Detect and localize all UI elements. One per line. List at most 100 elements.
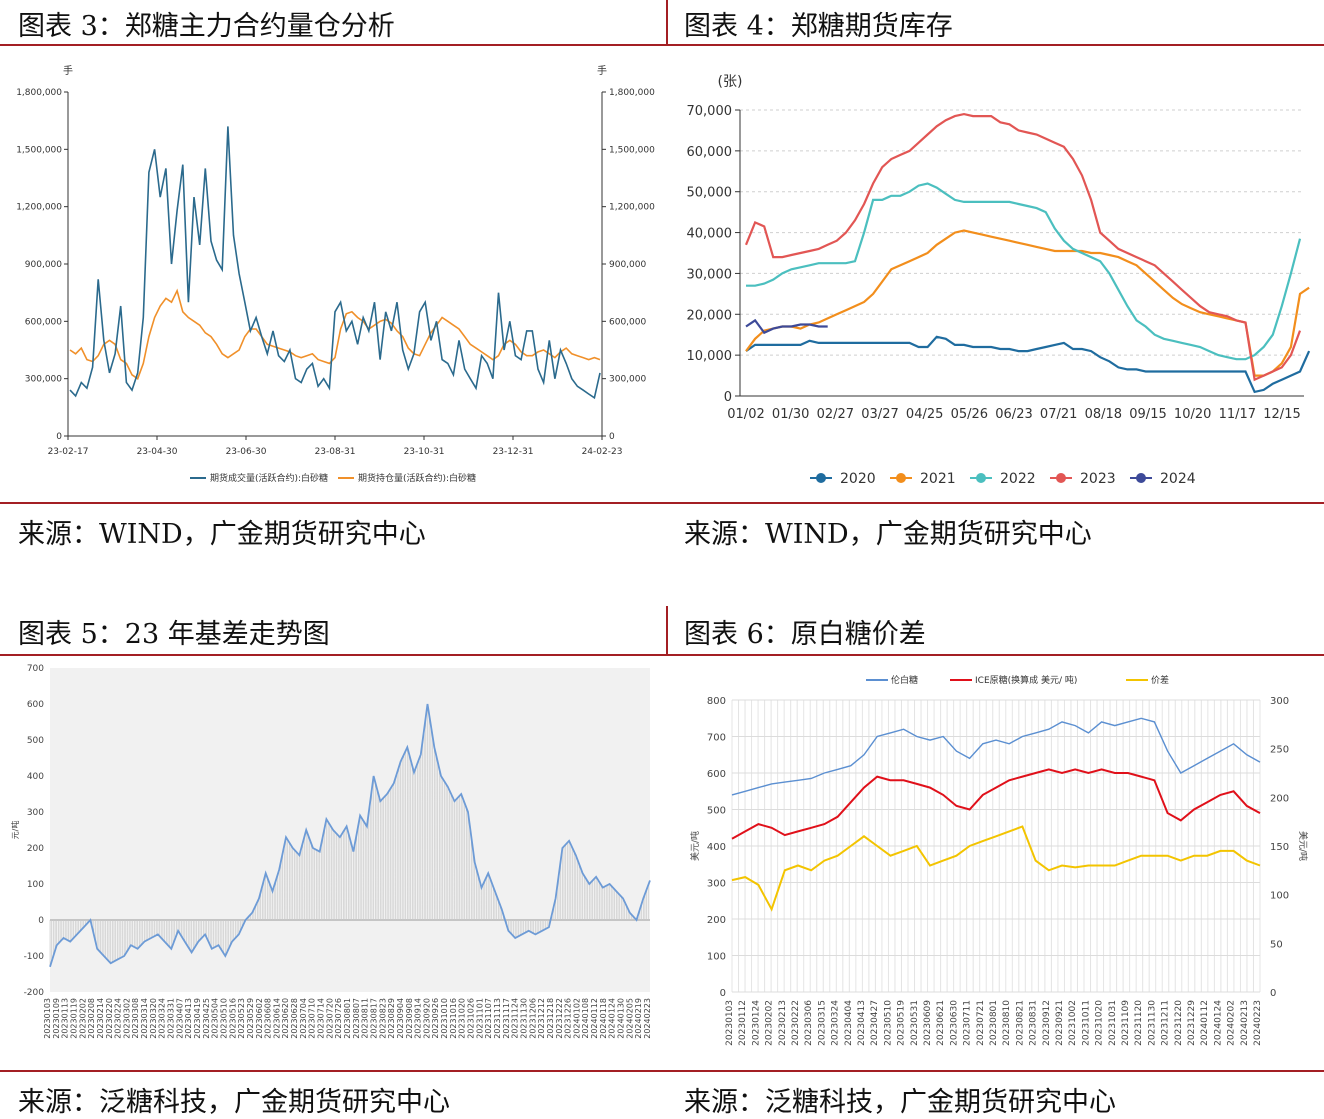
x-tick-label: 20231120 (1134, 1000, 1144, 1046)
x-tick-label: 20230721 (976, 1000, 986, 1046)
x-tick-label: 23-08-31 (315, 447, 356, 457)
y-tick-label: 700 (27, 664, 44, 674)
x-tick-label: 20240124 (1213, 1000, 1223, 1046)
x-tick-label: 20230213 (778, 1000, 788, 1046)
legend-marker (1136, 473, 1146, 483)
y-tick-label: 60,000 (687, 145, 733, 160)
x-tick-label: 20240124 (608, 998, 617, 1039)
y-tick-label: 10,000 (687, 349, 733, 364)
x-tick-label: 20240205 (625, 998, 634, 1039)
x-tick-label: 11/17 (1219, 407, 1256, 422)
right-tick-label: 50 (1270, 939, 1283, 950)
x-tick-label: 20230413 (857, 1000, 867, 1046)
center-divider-top (666, 0, 668, 46)
x-tick-label: 20230920 (422, 998, 431, 1039)
y-tick-label: 600 (27, 700, 44, 710)
x-tick-label: 20230103 (43, 998, 52, 1039)
x-tick-label: 20230425 (202, 998, 211, 1039)
x-tick-label: 20231026 (467, 998, 476, 1039)
left-tick-label: 300 (707, 879, 726, 890)
left-tick-label: 500 (707, 806, 726, 817)
x-tick-label: 20230801 (989, 1000, 999, 1046)
x-tick-label: 20230510 (220, 998, 229, 1039)
x-tick-label: 20240118 (599, 998, 608, 1039)
legend-marker (896, 473, 906, 483)
left-tick-label: 600,000 (25, 317, 62, 327)
y-unit: (张) (718, 74, 743, 90)
x-tick-label: 20230315 (817, 1000, 827, 1046)
x-tick-label: 20230620 (281, 998, 290, 1039)
left-tick-label: 0 (720, 988, 726, 999)
center-divider-bottom (666, 606, 668, 654)
x-tick-label: 20230113 (61, 998, 70, 1039)
x-tick-label: 20230914 (414, 998, 423, 1039)
x-tick-label: 20230831 (1029, 1000, 1039, 1046)
x-tick-label: 20230908 (405, 998, 414, 1039)
x-tick-label: 20230807 (352, 998, 361, 1039)
y-tick-label: 400 (27, 772, 44, 782)
x-tick-label: 20230801 (343, 998, 352, 1039)
x-tick-label: 20230308 (131, 998, 140, 1039)
x-tick-label: 08/18 (1085, 407, 1122, 422)
legend-label: 2024 (1160, 471, 1196, 487)
right-tick-label: 1,200,000 (609, 203, 655, 213)
x-tick-label: 06/23 (995, 407, 1032, 422)
x-tick-label: 20230112 (738, 1000, 748, 1046)
x-tick-label: 04/25 (906, 407, 943, 422)
x-tick-label: 20231229 (1187, 1000, 1197, 1046)
x-tick-label: 20230119 (70, 998, 79, 1039)
x-tick-label: 20240202 (1227, 1000, 1237, 1046)
series-line (732, 718, 1260, 795)
x-tick-label: 20230510 (883, 1000, 893, 1046)
x-tick-label: 20230324 (158, 998, 167, 1039)
x-tick-label: 20230109 (52, 998, 61, 1039)
x-tick-label: 20231020 (458, 998, 467, 1039)
legend-label: 2020 (840, 471, 876, 487)
x-tick-label: 20230630 (949, 1000, 959, 1046)
x-tick-label: 20240130 (617, 998, 626, 1039)
legend-label: ICE原糖(换算成 美元/ 吨) (975, 674, 1077, 686)
x-tick-label: 20240219 (634, 998, 643, 1039)
x-tick-label: 20231130 (520, 998, 529, 1039)
left-tick-label: 400 (707, 842, 726, 853)
x-tick-label: 20231117 (502, 998, 511, 1039)
y-tick-label: 20,000 (687, 308, 733, 323)
x-tick-label: 20230817 (370, 998, 379, 1039)
x-tick-label: 20230529 (246, 998, 255, 1039)
x-tick-label: 20231218 (546, 998, 555, 1039)
y-tick-label: -100 (24, 952, 45, 962)
left-tick-label: 300,000 (25, 375, 62, 385)
y-tick-label: 100 (27, 880, 44, 890)
x-tick-label: 20230926 (431, 998, 440, 1039)
x-tick-label: 20230519 (897, 1000, 907, 1046)
y-tick-label: 30,000 (687, 267, 733, 282)
x-tick-label: 24-02-23 (582, 447, 623, 457)
x-tick-label: 20230302 (122, 998, 131, 1039)
x-tick-label: 20230427 (870, 1000, 880, 1046)
x-tick-label: 20230103 (725, 1000, 735, 1046)
x-tick-label: 20230214 (96, 998, 105, 1039)
rule-bottom (0, 1070, 1324, 1072)
right-tick-label: 0 (609, 432, 615, 442)
x-tick-label: 20231226 (564, 998, 573, 1039)
x-tick-label: 20230904 (396, 998, 405, 1039)
rule-mid-1 (0, 502, 1324, 504)
series-line-2023 (746, 114, 1300, 380)
left-unit: 手 (63, 64, 73, 77)
x-tick-label: 07/21 (1040, 407, 1077, 422)
legend-marker (1056, 473, 1066, 483)
right-tick-label: 300,000 (609, 375, 646, 385)
legend-label: 伦白糖 (891, 674, 918, 686)
right-tick-label: 100 (1270, 891, 1289, 902)
left-unit: 美元/吨 (689, 831, 701, 861)
x-tick-label: 23-12-31 (493, 447, 534, 457)
x-tick-label: 20230726 (334, 998, 343, 1039)
series-line-2022 (746, 184, 1300, 360)
x-tick-label: 03/27 (861, 407, 898, 422)
series-line-2020 (746, 337, 1309, 392)
right-tick-label: 600,000 (609, 317, 646, 327)
legend-label: 期货持仓量(活跃合约):白砂糖 (358, 472, 476, 484)
right-unit: 美元/吨 (1297, 831, 1309, 861)
x-tick-label: 20230720 (325, 998, 334, 1039)
legend-marker (816, 473, 826, 483)
